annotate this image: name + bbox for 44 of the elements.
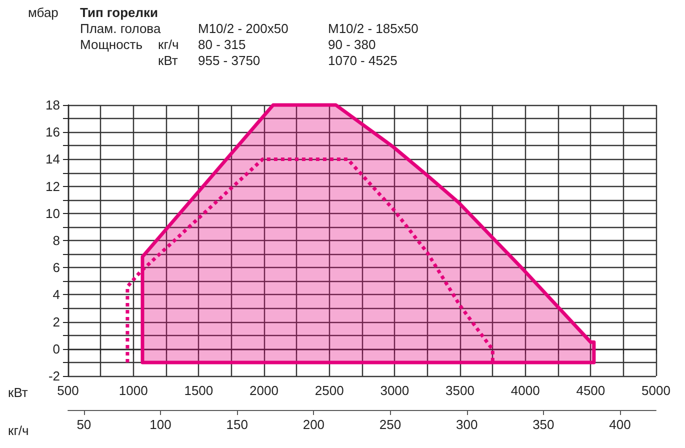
- y-tick-label: 0: [52, 341, 60, 356]
- text: 1070 - 4525: [328, 53, 398, 68]
- x2-tick-label: 300: [456, 417, 478, 432]
- y-tick-label: 8: [52, 233, 60, 248]
- x-tick-label: 2000: [250, 383, 278, 398]
- x-tick-label: 3500: [446, 383, 474, 398]
- x-tick-label: 4000: [510, 383, 540, 398]
- y-tick-label: -2: [48, 368, 60, 384]
- y-tick-label: 14: [46, 152, 60, 167]
- x2-tick-label: 100: [150, 417, 172, 432]
- y-tick-label: 12: [46, 178, 60, 194]
- line-series: [126, 157, 494, 364]
- y-tick-label: 4: [52, 287, 60, 302]
- text: Мощность: [80, 37, 143, 52]
- text: M10/2 - 185x50: [328, 21, 418, 36]
- x2-tick-label: 50: [76, 417, 92, 432]
- x-tick-label: 1000: [118, 383, 148, 398]
- y-tick-label: 2: [52, 314, 60, 330]
- x-tick-label: 4500: [576, 383, 606, 398]
- x2-tick-label: 250: [379, 417, 402, 432]
- text: кг/ч: [158, 37, 179, 52]
- text: 80 - 315: [198, 37, 246, 52]
- x2-tick-label: 400: [609, 417, 631, 432]
- x2-axis-title: кг/ч: [8, 423, 29, 438]
- text: 90 - 380: [328, 37, 376, 52]
- text: кВт: [158, 53, 178, 68]
- x2-tick-label: 200: [302, 417, 325, 432]
- x-tick-label: 2500: [314, 383, 344, 398]
- x2-tick-label: 350: [532, 417, 554, 432]
- x-tick-label: 5000: [642, 383, 670, 398]
- x-tick-label: 3000: [380, 383, 410, 398]
- text: 955 - 3750: [198, 53, 260, 68]
- text: мбар: [28, 5, 58, 20]
- x2-tick-label: 150: [226, 417, 248, 432]
- y-tick-label: 6: [52, 260, 60, 276]
- x-tick-label: 500: [57, 383, 79, 398]
- x-tick-label: 1500: [184, 383, 214, 398]
- x-axis-title: кВт: [8, 385, 28, 400]
- y-tick-label: 16: [46, 124, 60, 140]
- text: M10/2 - 200x50: [198, 21, 288, 36]
- y-tick-label: 18: [46, 98, 60, 112]
- y-tick-label: 10: [46, 206, 60, 221]
- chart-title: Тип горелки: [80, 5, 158, 20]
- text: Плам. голова: [80, 21, 162, 36]
